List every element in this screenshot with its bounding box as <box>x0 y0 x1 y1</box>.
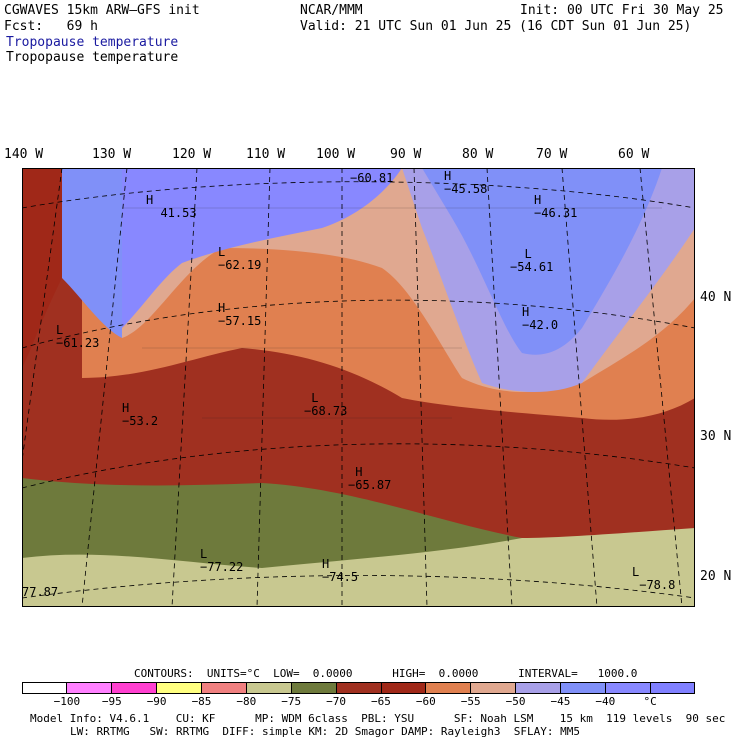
color-swatch <box>380 682 426 694</box>
extremum-h-label: H −42.0 <box>522 305 559 332</box>
color-scale-label: −75 <box>281 695 302 708</box>
color-swatch <box>110 682 156 694</box>
contours-info: CONTOURS: UNITS=°C LOW= 0.0000 HIGH= 0.0… <box>134 667 638 680</box>
lon-label-70w: 70 W <box>536 147 568 162</box>
lat-label-30n: 30 N <box>700 429 732 444</box>
color-scale-label: −85 <box>191 695 212 708</box>
lon-label-120w: 120 W <box>172 147 212 162</box>
extremum-value-label: 77.87 <box>22 585 59 599</box>
color-swatch <box>200 682 246 694</box>
lon-label-80w: 80 W <box>462 147 494 162</box>
color-scale-label: −70 <box>326 695 347 708</box>
color-scale-label: −55 <box>460 695 481 708</box>
color-swatch <box>290 682 336 694</box>
extremum-h-label: H −74.5 <box>322 557 359 584</box>
color-swatch <box>650 682 696 694</box>
valid-time: Valid: 21 UTC Sun 01 Jun 25 (16 CDT Sun … <box>300 19 692 34</box>
extremum-h-label: H 41.53 <box>146 193 197 220</box>
physics-info-line: LW: RRTMG SW: RRTMG DIFF: simple KM: 2D … <box>70 725 580 738</box>
color-scale-label: −65 <box>371 695 391 708</box>
color-swatch <box>470 682 516 694</box>
color-scale-label: −100 <box>53 695 81 708</box>
color-scale-label: −60 <box>415 695 436 708</box>
color-scale-label: °C <box>643 695 657 708</box>
color-swatch <box>335 682 381 694</box>
color-swatch <box>605 682 651 694</box>
lat-label-40n: 40 N <box>700 290 732 305</box>
extremum-l-label: L −78.8 <box>632 565 676 592</box>
model-title: CGWAVES 15km ARW–GFS init <box>4 3 200 18</box>
model-info-line: Model Info: V4.6.1 CU: KF MP: WDM 6class… <box>30 712 726 725</box>
init-time: Init: 00 UTC Fri 30 May 25 <box>520 3 724 18</box>
extremum-l-label: L −61.23 <box>56 323 100 350</box>
forecast-hour: Fcst: 69 h <box>4 19 98 34</box>
extremum-l-label: L −54.61 <box>510 247 554 274</box>
color-swatch <box>515 682 561 694</box>
lon-label-140w: 140 W <box>4 147 44 162</box>
map-shading <box>1 167 696 608</box>
extremum-l-label: L −68.73 <box>304 391 348 418</box>
field-title-colorfill: Tropopause temperature <box>6 35 179 50</box>
color-scale-label: −40 <box>595 695 616 708</box>
color-swatch <box>245 682 291 694</box>
center-label: NCAR/MMM <box>300 3 363 18</box>
lon-label-130w: 130 W <box>92 147 132 162</box>
extremum-h-label: H −65.87 <box>348 465 392 492</box>
extremum-value-label: −60.81 <box>350 171 394 185</box>
color-scale-label: −90 <box>146 695 167 708</box>
color-swatch <box>155 682 201 694</box>
color-scale-label: −80 <box>236 695 257 708</box>
extremum-h-label: H −46.31 <box>534 193 578 220</box>
field-title: Tropopause temperature <box>6 50 179 65</box>
color-scale-label: −50 <box>505 695 526 708</box>
extremum-l-label: L −62.19 <box>218 245 262 272</box>
lat-label-20n: 20 N <box>700 569 732 584</box>
tropopause-temperature-map: H 41.53 −60.81 H −45.58 H −46.31 L −62.1… <box>1 167 696 608</box>
extremum-l-label: L −77.22 <box>200 547 244 574</box>
extremum-h-label: H −53.2 <box>122 401 159 428</box>
color-scale <box>22 682 696 694</box>
extremum-h-label: H −45.58 <box>444 169 488 196</box>
extremum-h-label: H −57.15 <box>218 301 262 328</box>
lon-label-100w: 100 W <box>316 147 356 162</box>
lon-label-90w: 90 W <box>390 147 422 162</box>
lon-label-60w: 60 W <box>618 147 650 162</box>
color-swatch <box>560 682 606 694</box>
color-scale-label: −95 <box>101 695 122 708</box>
color-scale-label: −45 <box>550 695 571 708</box>
lon-label-110w: 110 W <box>246 147 286 162</box>
color-swatch <box>22 682 66 694</box>
color-swatch <box>65 682 111 694</box>
color-swatch <box>425 682 471 694</box>
